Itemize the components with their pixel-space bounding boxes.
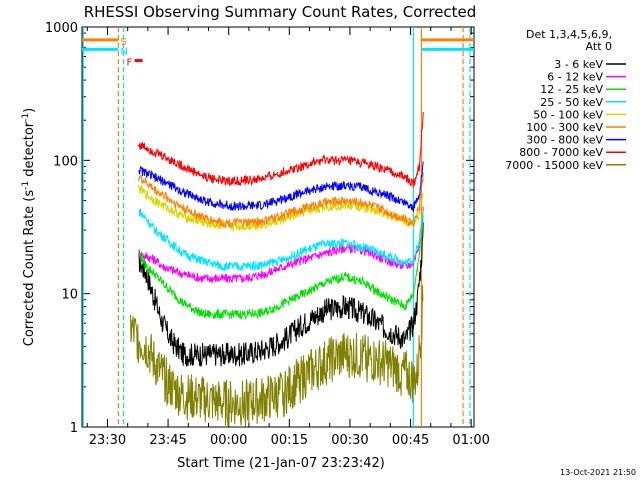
x-tick-label: 23:30 (89, 433, 126, 448)
legend-header-line1: Det 1,3,4,5,6,9, (526, 28, 612, 41)
y-axis-label-mid: detector (22, 121, 37, 181)
y-axis-label-main: Corrected Count Rate (s (22, 190, 37, 347)
legend-entry-label: 6 - 12 keV (547, 71, 603, 84)
series-line (138, 222, 424, 367)
legend-entry-label: 7000 - 15000 keV (505, 159, 603, 172)
legend-entry-label: 100 - 300 keV (526, 121, 603, 134)
x-tick-label: 00:15 (271, 433, 308, 448)
x-tick-label: 23:45 (149, 433, 186, 448)
chart-title: RHESSI Observing Summary Count Rates, Co… (84, 3, 477, 21)
x-tick-label: 00:45 (392, 433, 429, 448)
legend-header-line2: Att 0 (586, 40, 612, 53)
series-line (138, 208, 424, 273)
y-axis-label-end: ) (22, 108, 37, 113)
series-line (138, 161, 424, 213)
legend-entry-label: 3 - 6 keV (554, 58, 603, 71)
flag-label-n: N (120, 46, 127, 57)
y-tick-label: 10 (61, 288, 78, 303)
series-line (138, 206, 424, 284)
series-line (130, 285, 424, 427)
y-axis-label-sup1: -1 (21, 181, 31, 190)
x-axis-label: Start Time (21-Jan-07 23:23:42) (177, 456, 385, 471)
series-line (138, 184, 424, 233)
x-tick-label: 00:00 (210, 433, 247, 448)
plot-frame (81, 26, 475, 428)
legend-entry-label: 300 - 800 keV (526, 134, 603, 147)
y-axis-label: Corrected Count Rate (s-1 detector-1) (21, 108, 37, 346)
legend-entry-label: 50 - 100 keV (533, 108, 603, 121)
series-line (138, 111, 424, 188)
legend-entry-label: 12 - 25 keV (540, 83, 603, 96)
legend-entry-label: 800 - 7000 keV (519, 146, 603, 159)
flag-label-s: S (120, 37, 126, 48)
y-tick-label: 1 (70, 421, 78, 436)
series-line (138, 215, 424, 321)
plot-area: 1 10 100 1000 23:30 23:45 00:00 00:15 00:30 00:45… (45, 21, 490, 448)
x-tick-label: 00:30 (331, 433, 368, 448)
y-tick-label: 1000 (45, 21, 78, 36)
legend-entry-label: 25 - 50 keV (540, 96, 603, 109)
y-tick-label: 100 (53, 154, 78, 169)
flag-label-f: F (127, 58, 133, 69)
footer-timestamp: 13-Oct-2021 21:50 (560, 468, 636, 477)
x-tick-label: 01:00 (452, 433, 489, 448)
y-axis-label-sup2: -1 (21, 113, 31, 122)
series-line (138, 172, 424, 229)
